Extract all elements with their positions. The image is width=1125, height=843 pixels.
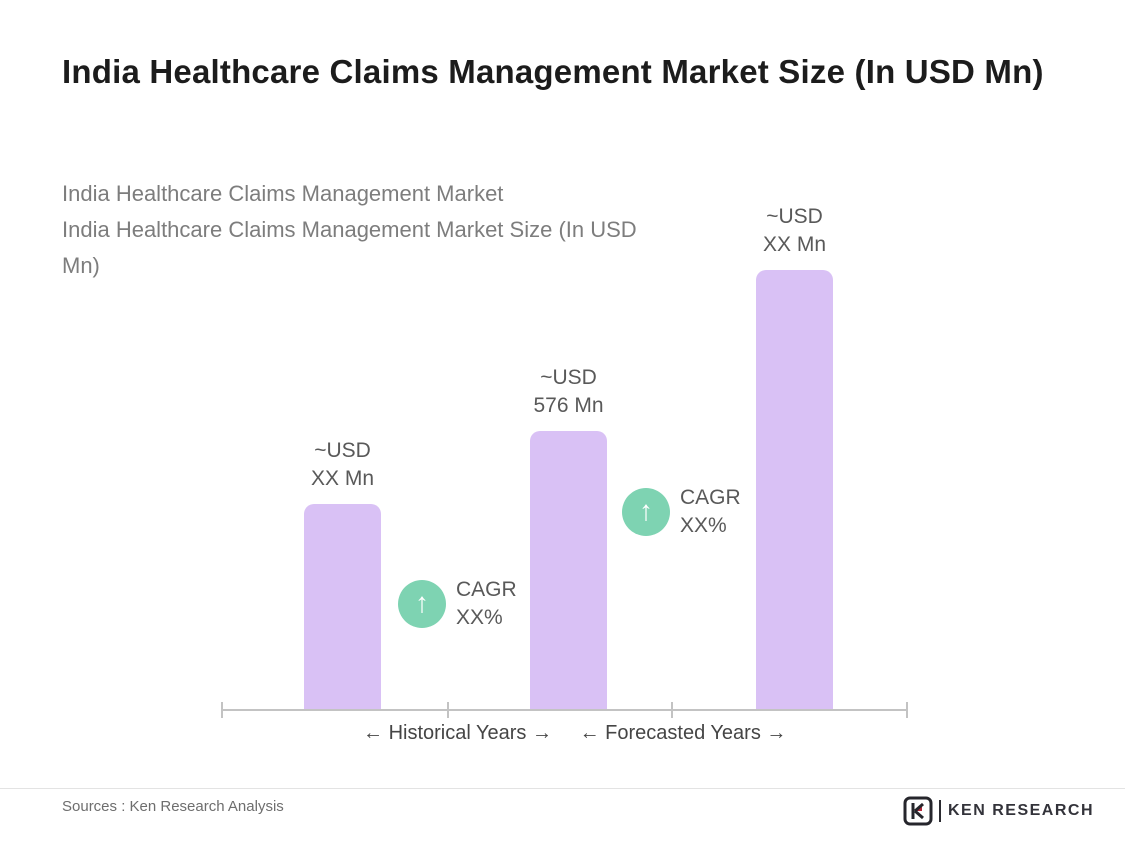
ken-research-logo-text: KEN RESEARCH: [948, 802, 1095, 819]
cagr-label: CAGR XX%: [680, 486, 741, 537]
growth-arrow-icon: ↑: [398, 580, 446, 628]
ken-research-logo: KEN RESEARCH: [903, 795, 1094, 827]
footer-divider: [0, 788, 1125, 789]
chart-subtitle-line2: India Healthcare Claims Management Marke…: [62, 217, 637, 278]
cagr-indicator-historical: ↑ CAGR XX%: [398, 576, 517, 632]
chart-subtitle-line1: India Healthcare Claims Management Marke…: [62, 181, 504, 206]
axis-segment-historical-years: ← Historical Years →: [363, 722, 552, 744]
axis-segment-forecasted-years: ← Forecasted Years →: [579, 722, 787, 744]
bar: [304, 504, 381, 709]
bar-value-label: ~USD XX Mn: [762, 205, 827, 256]
bar-value-label: ~USD XX Mn: [310, 439, 375, 490]
bar: [530, 431, 607, 709]
logo-separator: [939, 800, 941, 822]
x-axis-tick: [221, 702, 223, 718]
cagr-indicator-forecast: ↑ CAGR XX%: [622, 484, 741, 540]
x-axis: [222, 709, 908, 711]
sources-note: Sources : Ken Research Analysis: [62, 798, 284, 815]
growth-arrow-icon: ↑: [622, 488, 670, 536]
bar: [756, 270, 833, 709]
page-title: India Healthcare Claims Management Marke…: [62, 53, 1044, 90]
chart-subtitle: India Healthcare Claims Management Marke…: [62, 176, 662, 284]
x-axis-tick: [447, 702, 449, 718]
cagr-label: CAGR XX%: [456, 578, 517, 629]
x-axis-tick: [906, 702, 908, 718]
bar-value-label: ~USD 576 Mn: [533, 366, 604, 417]
x-axis-tick: [671, 702, 673, 718]
ken-research-logo-mark-icon: [903, 796, 933, 826]
